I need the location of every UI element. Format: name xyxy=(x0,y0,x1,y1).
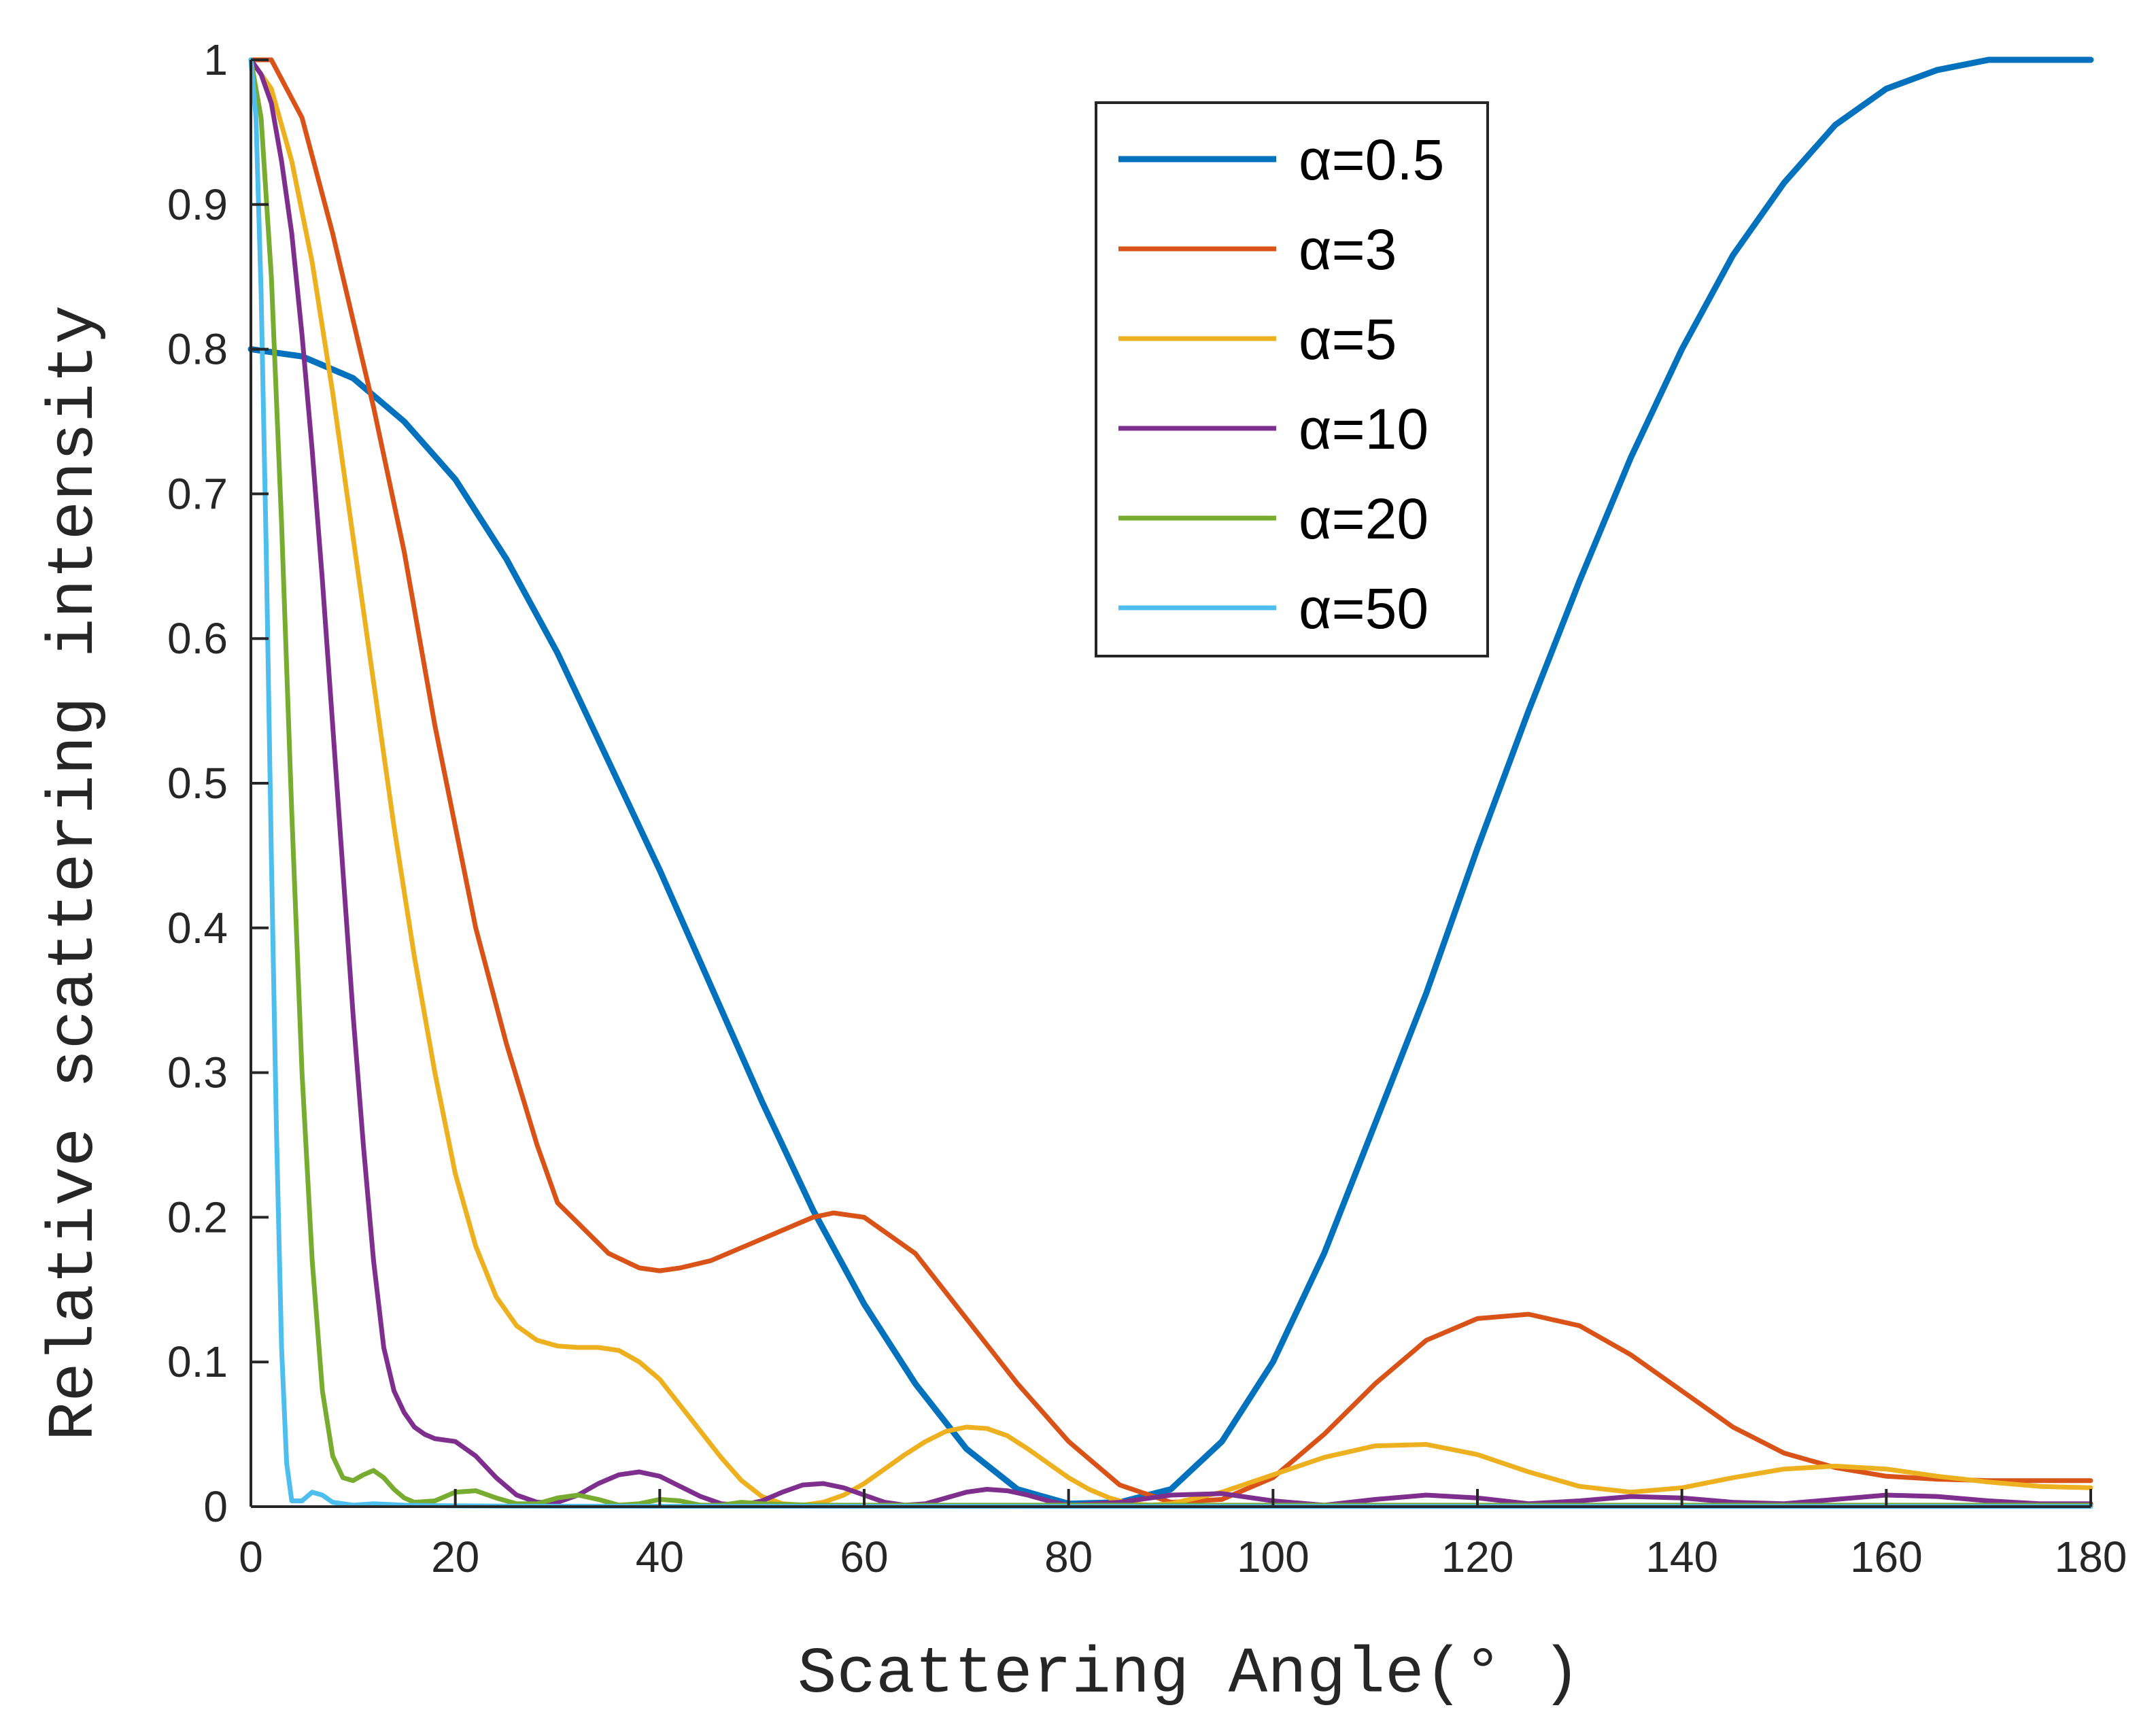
axes-layer: 0 20 40 60 80 100 120 140 160 180 0 0.1 0.2 0.3 0.4 0.5… xyxy=(167,35,2127,1581)
y-tick-label: 0.5 xyxy=(167,759,228,808)
y-tick-label: 0.6 xyxy=(167,614,228,663)
legend-label-3: α=5 xyxy=(1299,307,1397,371)
x-tick-label: 20 xyxy=(431,1532,479,1581)
y-tick-label: 0.4 xyxy=(167,904,228,953)
legend-label-6: α=50 xyxy=(1299,577,1428,640)
legend-box xyxy=(1095,101,1489,657)
x-tick-label: 140 xyxy=(1645,1532,1718,1581)
x-tick-label: 120 xyxy=(1441,1532,1514,1581)
series-line-3 xyxy=(248,57,2093,1508)
legend-label-2: α=3 xyxy=(1299,218,1397,281)
x-tick-label: 80 xyxy=(1044,1532,1093,1581)
series-line-1 xyxy=(247,56,2094,1507)
x-tick-label: 60 xyxy=(840,1532,888,1581)
x-tick-label: 160 xyxy=(1850,1532,1923,1581)
series-line-2 xyxy=(248,57,2093,1505)
y-tick-label: 0.7 xyxy=(167,469,228,518)
y-tick-label: 0.3 xyxy=(167,1048,228,1097)
y-tick-label: 0 xyxy=(203,1482,228,1531)
legend-label-5: α=20 xyxy=(1299,487,1428,551)
legend-label-4: α=10 xyxy=(1299,397,1428,461)
x-tick-label: 180 xyxy=(2055,1532,2127,1581)
y-tick-label: 0.1 xyxy=(167,1337,228,1386)
y-tick-label: 0.2 xyxy=(167,1193,228,1241)
y-tick-label: 1 xyxy=(203,35,228,84)
x-axis-title: Scattering Angle(° ) xyxy=(798,1637,1581,1711)
x-tick-label: 0 xyxy=(239,1532,263,1581)
legend-label-1: α=0.5 xyxy=(1299,128,1444,192)
y-tick-label: 0.9 xyxy=(167,180,228,229)
x-tick-label: 40 xyxy=(636,1532,684,1581)
y-axis-title: Relative scattering intensity xyxy=(37,305,112,1441)
y-tick-label: 0.8 xyxy=(167,325,228,374)
legend[interactable]: α=0.5 α=3 α=5 α=10 α=20 α=50 xyxy=(1095,101,1489,657)
x-tick-label: 100 xyxy=(1237,1532,1310,1581)
series-layer xyxy=(247,56,2094,1509)
series-line-4 xyxy=(248,57,2093,1508)
